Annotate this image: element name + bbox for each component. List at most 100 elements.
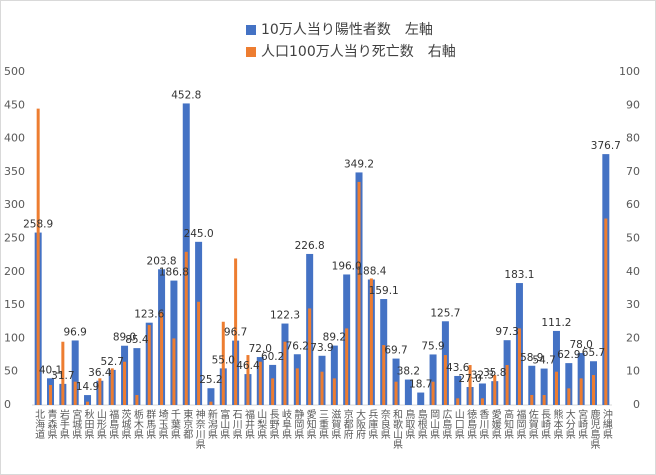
x-tick-label: 山口県 xyxy=(452,409,464,440)
x-tick-label: 長崎県 xyxy=(539,409,551,440)
x-tick-label: 鹿児島県 xyxy=(588,408,600,450)
bar xyxy=(454,375,462,405)
data-label: 96.9 xyxy=(63,326,86,338)
bar xyxy=(394,381,398,405)
x-tick-label: 山形県 xyxy=(94,409,106,440)
bar xyxy=(591,375,595,405)
bar xyxy=(98,378,102,405)
data-label: 159.1 xyxy=(369,285,399,297)
bar xyxy=(123,361,127,405)
x-tick-label: 福岡県 xyxy=(514,408,526,440)
data-label: 188.4 xyxy=(356,266,386,278)
data-label: 186.8 xyxy=(159,267,189,279)
y2-tick-label: 40 xyxy=(626,265,640,278)
y2-tick-label: 10 xyxy=(626,365,640,378)
x-tick-label: 愛媛県 xyxy=(489,408,501,440)
bar xyxy=(73,381,77,405)
legend-swatch xyxy=(246,47,256,57)
bar xyxy=(86,401,90,405)
data-label: 62.9 xyxy=(557,349,580,361)
x-tick-label: 岡山県 xyxy=(428,409,440,440)
data-label: 43.6 xyxy=(446,362,470,374)
bar xyxy=(332,378,336,405)
x-tick-label: 鳥取県 xyxy=(403,408,415,440)
bar xyxy=(160,311,164,405)
x-tick-label: 大阪府 xyxy=(354,408,366,440)
bar xyxy=(49,385,53,405)
y-tick-label: 350 xyxy=(4,165,25,178)
bar xyxy=(579,378,583,405)
data-label: 27.0 xyxy=(458,373,481,385)
x-tick-label: 静岡県 xyxy=(292,408,304,440)
bar xyxy=(604,218,608,405)
y-tick-label: 150 xyxy=(4,298,25,311)
data-label: 52.7 xyxy=(101,356,124,368)
bar xyxy=(443,355,447,405)
y-tick-label: 100 xyxy=(4,331,25,344)
x-tick-label: 熊本県 xyxy=(551,408,563,440)
bar xyxy=(431,381,435,405)
x-tick-label: 岐阜県 xyxy=(279,408,291,440)
data-label: 96.7 xyxy=(224,327,247,339)
x-tick-label: 滋賀県 xyxy=(329,408,341,440)
x-tick-label: 青森県 xyxy=(45,408,57,440)
bar xyxy=(528,365,536,405)
bar xyxy=(554,371,558,405)
bar xyxy=(207,388,215,405)
bar xyxy=(84,395,92,405)
bar xyxy=(552,330,560,405)
bar xyxy=(320,371,324,405)
data-label: 25.2 xyxy=(199,374,222,386)
bar xyxy=(330,345,338,405)
x-tick-label: 愛知県 xyxy=(304,408,316,440)
bar xyxy=(456,398,460,405)
data-label: 14.9 xyxy=(76,381,99,393)
x-tick-label: 沖縄県 xyxy=(600,408,612,440)
data-label: 226.8 xyxy=(295,240,325,252)
y-tick-label: 200 xyxy=(4,265,25,278)
data-label: 65.7 xyxy=(582,347,605,359)
x-tick-label: 北海道 xyxy=(33,409,45,439)
x-tick-label: 千葉県 xyxy=(168,409,180,440)
bar xyxy=(234,258,238,405)
x-tick-label: 山梨県 xyxy=(255,409,267,440)
legend-label: 10万人当り陽性者数 左軸 xyxy=(261,22,433,38)
bar xyxy=(530,395,534,405)
x-tick-label: 三重県 xyxy=(317,409,329,440)
x-tick-label: 岩手県 xyxy=(57,408,69,440)
x-tick-label: 広島県 xyxy=(440,408,452,440)
y2-tick-label: 0 xyxy=(633,398,640,411)
bar xyxy=(295,368,299,405)
data-label: 78.0 xyxy=(569,339,592,351)
bar xyxy=(540,368,548,405)
y-tick-label: 400 xyxy=(4,132,25,145)
bar xyxy=(567,388,571,405)
bar xyxy=(197,301,201,405)
bar xyxy=(308,308,312,405)
bar xyxy=(258,361,262,405)
bar xyxy=(283,341,287,405)
bar xyxy=(429,354,437,405)
data-label: 18.7 xyxy=(409,379,432,391)
bar xyxy=(493,375,497,405)
y2-tick-label: 30 xyxy=(626,298,640,311)
data-label: 452.8 xyxy=(171,89,201,101)
legend-swatch xyxy=(246,25,256,35)
x-tick-label: 京都府 xyxy=(341,408,353,440)
data-label: 54.7 xyxy=(532,355,555,367)
bar xyxy=(478,383,486,405)
data-label: 69.7 xyxy=(384,345,407,357)
x-tick-label: 和歌山県 xyxy=(391,409,403,450)
x-tick-label: 大分県 xyxy=(563,408,575,440)
bar xyxy=(345,328,349,405)
x-tick-label: 徳島県 xyxy=(465,408,477,440)
x-tick-label: 奈良県 xyxy=(378,408,390,440)
data-label: 258.9 xyxy=(23,219,53,231)
bar xyxy=(468,365,472,405)
y2-tick-label: 70 xyxy=(626,165,640,178)
x-tick-label: 神奈川県 xyxy=(193,408,205,450)
x-tick-label: 石川県 xyxy=(230,409,242,440)
data-label: 38.2 xyxy=(397,366,420,378)
bar xyxy=(382,345,386,405)
bar xyxy=(209,401,213,405)
